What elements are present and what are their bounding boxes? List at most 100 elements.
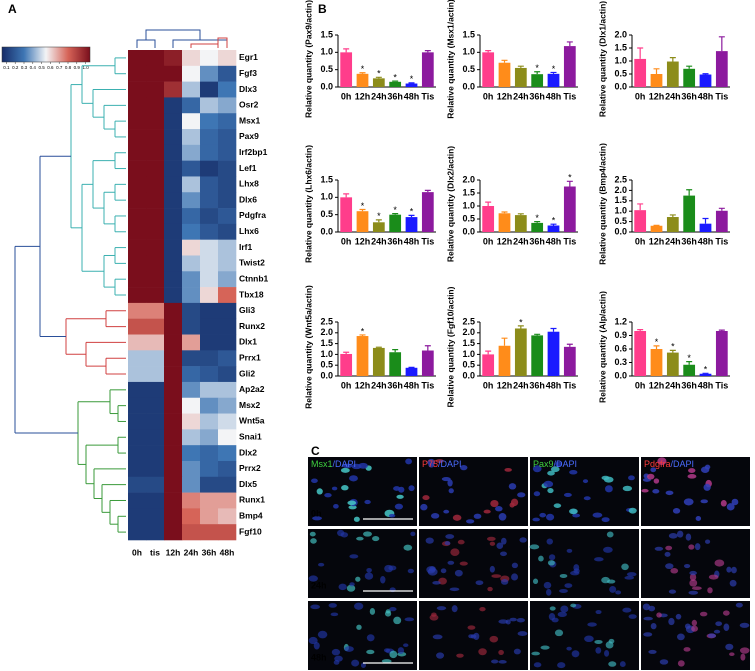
y-tick-label: 0.0: [462, 370, 475, 380]
bar: [340, 52, 353, 87]
heat-cell: [128, 413, 147, 430]
colorbar-tick-label: 0.6: [47, 65, 54, 70]
heat-cell: [146, 302, 165, 320]
heat-cell: [146, 492, 165, 509]
row-label: Gli3: [239, 305, 255, 315]
counterstain-name: /DAPI: [333, 459, 357, 469]
cell: [445, 534, 455, 539]
heat-cell: [146, 113, 165, 130]
cell: [560, 605, 569, 613]
cell: [570, 603, 577, 608]
cell: [430, 513, 440, 519]
cell: [683, 563, 691, 569]
y-axis-label: Relative quantity (Wnt5a/actin): [303, 285, 313, 409]
row-label: Twist2: [239, 258, 265, 268]
heat-cell: [218, 271, 237, 288]
heat-cell: [182, 445, 201, 462]
heat-cell: [164, 97, 183, 114]
cell: [723, 623, 730, 632]
cell: [517, 492, 526, 498]
colorbar-tick-label: 0.3: [21, 65, 28, 70]
cell: [310, 538, 317, 544]
row-label: Fgf3: [239, 68, 257, 78]
heat-cell: [218, 350, 237, 367]
bar: [563, 346, 576, 376]
y-axis-label: Relative quantity (Bmp4/actin): [597, 143, 607, 265]
heat-cell: [128, 381, 147, 399]
row-label: Msx1: [239, 115, 261, 125]
cell: [529, 544, 540, 550]
heat-cell: [146, 81, 165, 98]
y-axis-label: Relative quantity (Fgf10/actin): [445, 286, 455, 407]
bar: [389, 352, 402, 376]
heat-cell: [182, 81, 201, 98]
cell: [450, 548, 460, 556]
bar: [421, 52, 434, 87]
x-tick-label: 48h: [698, 236, 714, 246]
cell: [405, 458, 412, 465]
x-tick-label: 0h: [635, 236, 646, 246]
marker-name: Msx1: [311, 459, 333, 469]
heat-cell: [164, 350, 183, 367]
cell: [454, 569, 463, 577]
heat-cell: [128, 255, 147, 272]
x-tick-label: 36h: [681, 91, 697, 101]
cell: [425, 537, 434, 544]
heat-cell: [128, 318, 147, 335]
y-tick-label: 1.0: [614, 206, 627, 216]
significance-mark: *: [519, 317, 523, 327]
y-tick-label: 1.5: [320, 174, 333, 184]
cell: [511, 562, 519, 569]
cell: [309, 531, 316, 537]
y-tick-label: 2.0: [614, 185, 627, 195]
heat-cell: [146, 460, 165, 478]
bar: [715, 331, 728, 376]
x-tick-label: Tis: [715, 236, 728, 246]
error-bar: [669, 57, 676, 62]
bar: [650, 225, 663, 232]
cell: [393, 616, 402, 625]
cell: [498, 649, 504, 655]
heat-cell: [146, 144, 165, 161]
cell: [691, 586, 702, 591]
error-bar: [637, 329, 644, 331]
heat-cell: [218, 524, 237, 541]
heat-cell: [146, 366, 165, 383]
cell: [622, 607, 632, 613]
cell: [685, 533, 692, 541]
bar: [563, 46, 576, 87]
cell: [372, 536, 380, 542]
heat-cell: [200, 50, 219, 67]
error-bar: [359, 72, 366, 74]
heat-cell: [200, 524, 219, 541]
cell: [603, 546, 613, 553]
x-tick-label: Tis: [421, 236, 434, 246]
cell: [318, 562, 325, 567]
x-tick-label: 24h: [665, 380, 681, 390]
significance-mark: *: [377, 211, 381, 221]
panel-label: A: [8, 2, 17, 16]
cell: [452, 514, 462, 521]
x-tick-label: 12h: [649, 91, 665, 101]
stain-label: P75/DAPI: [422, 459, 462, 469]
cell: [317, 630, 328, 639]
cell: [731, 498, 739, 506]
cell: [642, 603, 650, 611]
row-label: Prrx2: [239, 463, 261, 473]
cell: [606, 531, 614, 538]
cell: [459, 561, 468, 566]
heat-cell: [164, 381, 183, 399]
error-bar: [686, 65, 693, 69]
micrograph: [530, 601, 639, 670]
cell: [653, 478, 660, 484]
cell: [505, 619, 511, 625]
cell: [652, 489, 660, 494]
heat-cell: [164, 476, 183, 493]
heat-cell: [218, 239, 237, 256]
heat-cell: [182, 397, 201, 414]
cell: [700, 466, 710, 473]
cell: [601, 475, 610, 480]
cell: [487, 586, 493, 592]
x-tick-label: 12h: [497, 380, 513, 390]
error-bar: [669, 349, 676, 353]
